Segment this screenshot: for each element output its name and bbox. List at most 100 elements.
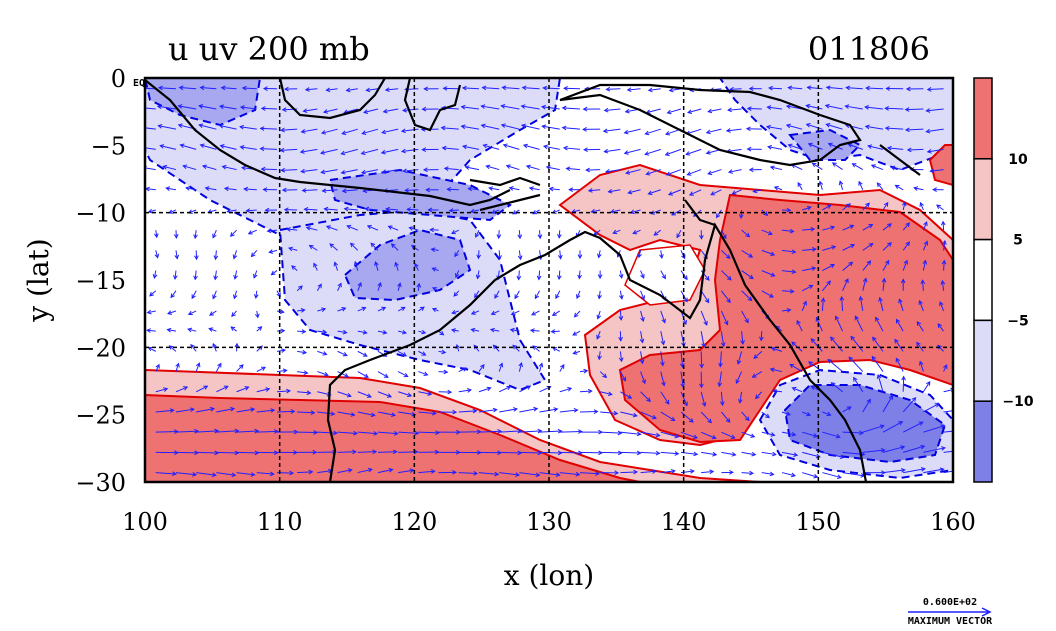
wind-vector: [460, 124, 480, 130]
wind-vector: [175, 362, 180, 372]
wind-vector: [498, 385, 512, 393]
wind-vector: [280, 167, 298, 173]
wind-vector: [731, 189, 742, 195]
wind-vector: [349, 242, 359, 251]
wind-vector: [865, 85, 883, 91]
wind-vector: [418, 306, 425, 312]
wind-vector: [647, 87, 661, 93]
wind-vector: [458, 470, 479, 476]
wind-vector: [640, 450, 661, 456]
wind-vector: [438, 349, 447, 355]
wind-vector: [802, 431, 819, 438]
wind-vector: [895, 318, 904, 332]
wind-vector: [341, 188, 358, 194]
wind-vector: [741, 310, 749, 324]
wind-vector: [943, 364, 948, 372]
wind-vector: [145, 127, 156, 130]
x-tick-label: 150: [795, 508, 841, 536]
wind-vector: [640, 469, 657, 474]
wind-vector: [680, 431, 699, 440]
grid-lines: [145, 78, 953, 482]
wind-vector: [741, 431, 756, 438]
wind-vector: [223, 186, 237, 192]
wind-vector: [418, 350, 427, 356]
wind-vector: [688, 189, 702, 196]
wind-vector: [532, 345, 540, 352]
wind-vector: [469, 208, 480, 214]
wind-vector: [801, 284, 814, 292]
wind-vector: [822, 431, 841, 439]
wind-vector: [620, 431, 642, 437]
wind-vector: [640, 270, 645, 279]
wind-vector: [521, 85, 540, 91]
wind-vector: [761, 270, 776, 277]
wind-vector: [700, 391, 707, 408]
wind-vector: [215, 362, 222, 372]
wind-vector: [152, 270, 158, 280]
wind-vector: [418, 391, 433, 396]
wind-vector: [918, 360, 924, 372]
wind-vector: [528, 186, 540, 191]
wind-vector: [317, 350, 328, 356]
wind-vector: [443, 166, 459, 171]
wind-vector: [717, 371, 723, 388]
wind-vector: [198, 104, 217, 110]
wind-vector: [241, 85, 257, 91]
wind-vector: [853, 376, 864, 393]
wind-vector: [644, 128, 661, 136]
wind-vector: [862, 424, 885, 433]
wind-vector: [146, 328, 156, 333]
wind-vector: [212, 342, 217, 352]
wind-vector: [805, 123, 823, 130]
wind-vector: [923, 467, 945, 474]
wind-vector: [537, 230, 543, 240]
wind-vector: [377, 330, 388, 335]
wind-vector: [721, 270, 732, 281]
wind-vector: [490, 310, 500, 316]
wind-vector: [381, 169, 399, 175]
wind-vector: [680, 250, 686, 260]
wind-vector: [710, 189, 722, 196]
wind-vector: [577, 270, 582, 280]
wind-vector: [894, 338, 904, 352]
wind-vector: [170, 290, 177, 299]
wind-vector: [901, 201, 907, 211]
wind-vector: [705, 128, 722, 135]
wind-vector: [822, 472, 842, 479]
wind-vector: [470, 327, 480, 333]
wind-vector: [761, 431, 776, 437]
wind-vector: [478, 429, 502, 434]
wind-vector: [455, 270, 460, 278]
wind-vector: [781, 307, 792, 313]
wind-vector: [280, 127, 298, 133]
wind-vector: [343, 206, 358, 212]
wind-vector: [639, 351, 645, 365]
eq-label: EQ: [133, 78, 145, 89]
wind-vector: [196, 428, 220, 434]
wind-vector: [929, 168, 944, 174]
wind-vector: [854, 315, 864, 332]
wind-vector: [936, 204, 944, 211]
wind-vector: [398, 411, 417, 417]
wind-vector: [302, 108, 318, 114]
wind-vector: [555, 290, 561, 300]
wind-vector: [512, 209, 520, 215]
wind-vector: [660, 310, 666, 324]
wind-vector: [660, 391, 670, 405]
wind-vector: [600, 450, 623, 456]
wind-vector: [882, 445, 906, 453]
wind-vector: [842, 406, 852, 413]
wind-vector: [489, 327, 500, 333]
wind-vector: [781, 288, 795, 294]
wind-vector: [427, 207, 439, 213]
wind-vector: [229, 229, 237, 237]
wind-vector: [603, 148, 621, 154]
wind-vector: [844, 104, 863, 110]
wind-vector: [174, 250, 180, 260]
wind-vector: [858, 295, 864, 312]
wind-vector: [363, 108, 379, 114]
max-vector-arrow: [908, 607, 992, 617]
wind-vector: [769, 367, 783, 373]
wind-vector: [380, 148, 399, 155]
wind-vector: [557, 230, 562, 239]
